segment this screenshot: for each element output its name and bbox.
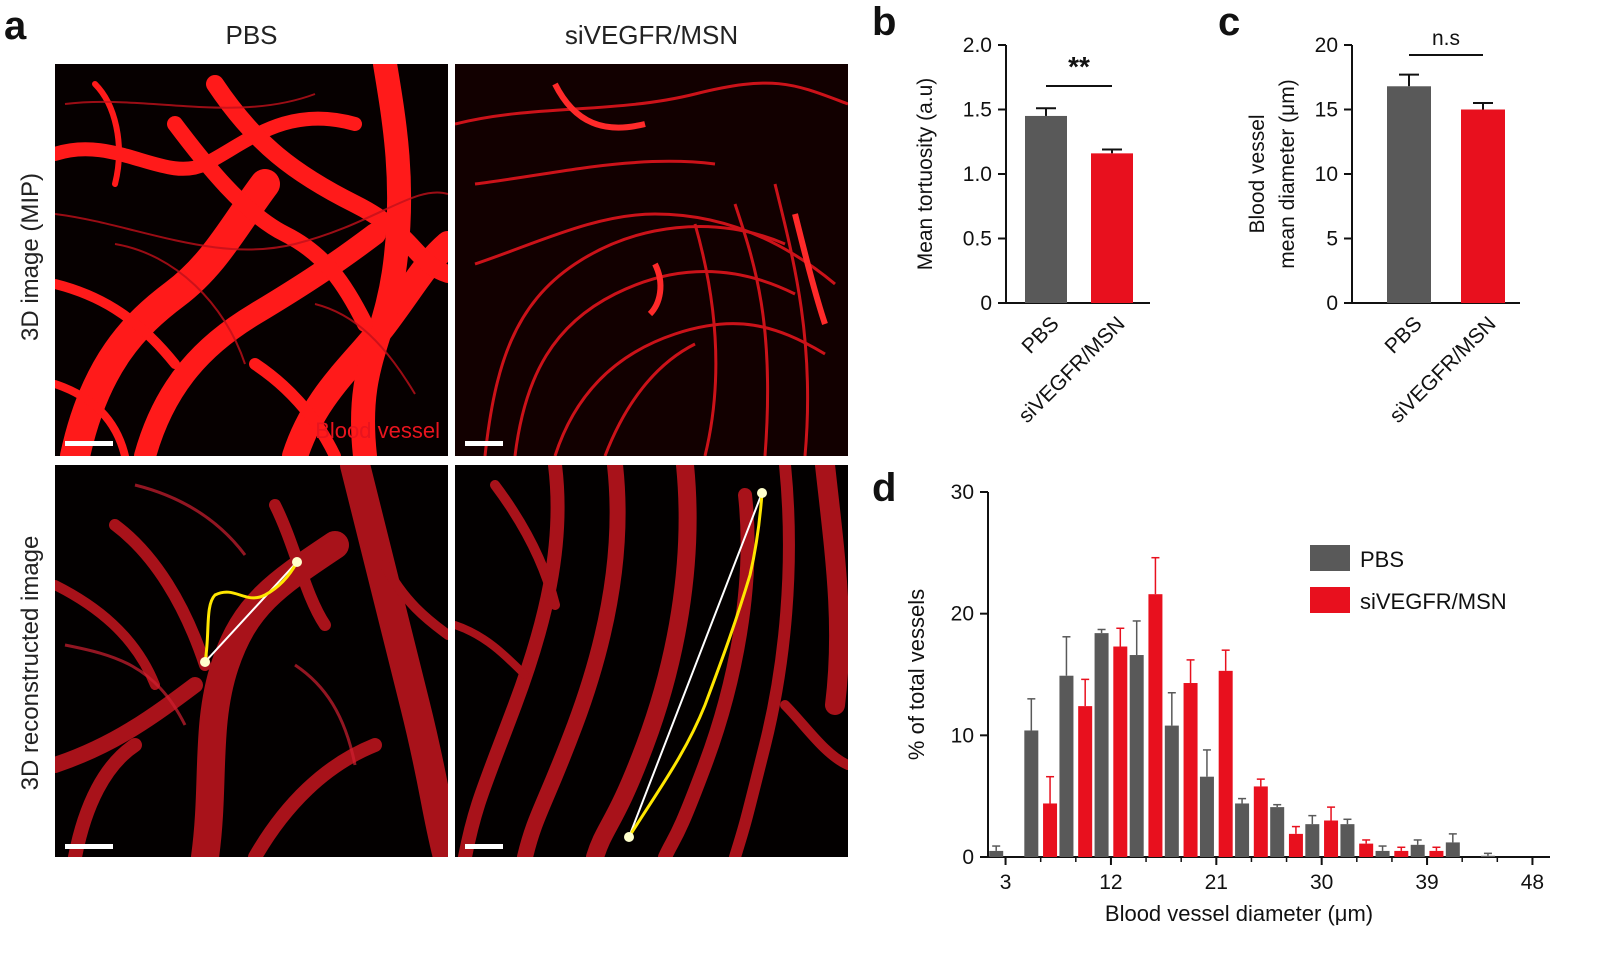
column-title-pbs: PBS <box>225 20 278 50</box>
x-axis-label: Blood vessel diameter (μm) <box>1105 901 1373 926</box>
bar-sivegfr <box>1461 109 1505 303</box>
y-tick-label: 1.0 <box>963 163 992 186</box>
x-tick-label: 3 <box>1000 871 1012 894</box>
reconstructed-image-sivegfr <box>455 465 848 857</box>
legend-swatch <box>1310 587 1350 613</box>
bar-pbs <box>1164 725 1179 857</box>
legend-label: PBS <box>1360 547 1404 572</box>
x-tick-label: 48 <box>1521 871 1544 894</box>
scale-bar <box>65 844 113 849</box>
legend-label: siVEGFR/MSN <box>1360 589 1507 614</box>
bar-sivegfr <box>1288 833 1303 857</box>
bar-pbs <box>1480 855 1495 857</box>
bar-sivegfr <box>1078 706 1093 857</box>
y-tick-label: 0 <box>962 846 974 869</box>
y-tick-label: 15 <box>1315 99 1338 122</box>
y-tick-label: 30 <box>951 481 974 504</box>
reconstructed-image-pbs <box>55 465 448 857</box>
bar-sivegfr <box>1091 153 1133 303</box>
x-tick-label: PBS <box>1018 312 1064 358</box>
panel-letter-d: d <box>872 466 897 510</box>
significance-label: ** <box>1068 51 1090 82</box>
x-tick-label: 21 <box>1205 871 1228 894</box>
blood-vessel-caption: Blood vessel <box>315 418 440 443</box>
panel-letter-c: c <box>1218 0 1241 44</box>
bar-sivegfr <box>1113 646 1128 857</box>
row-title-mip: 3D image (MIP) <box>17 172 44 342</box>
legend-swatch <box>1310 545 1350 571</box>
bar-pbs <box>1375 850 1390 857</box>
y-axis-label: Blood vessel <box>1246 114 1269 233</box>
bar-sivegfr <box>1043 803 1058 857</box>
y-tick-label: 5 <box>1326 228 1338 251</box>
bar-sivegfr <box>1324 820 1339 857</box>
y-axis-label: % of total vessels <box>904 589 929 760</box>
x-tick-label: 30 <box>1310 871 1333 894</box>
scale-bar <box>465 844 503 849</box>
chart-d: 0 10 20 30 3 12 21 30 39 48 % of total vessels Bloo… <box>904 481 1550 926</box>
bar-pbs <box>1305 824 1320 857</box>
chart-c: 0 5 10 15 20 Blood vessel mean diameter (μm) PB… <box>1246 27 1520 428</box>
bar-pbs <box>1387 86 1431 303</box>
y-tick-label: 10 <box>1315 163 1338 186</box>
scale-bar <box>465 441 503 446</box>
bar-pbs <box>1025 115 1067 303</box>
bar-pbs <box>1340 824 1355 857</box>
x-tick-label: PBS <box>1381 312 1427 358</box>
y-axis-label: Mean tortuosity (a.u) <box>914 78 937 271</box>
column-title-sivegfr: siVEGFR/MSN <box>564 20 739 50</box>
bar-sivegfr <box>1148 594 1163 857</box>
y-tick-label: 0.5 <box>963 228 992 251</box>
y-tick-label: 20 <box>1315 34 1338 57</box>
bar-sivegfr <box>1253 786 1268 857</box>
bar-sivegfr <box>1183 683 1198 857</box>
x-tick-label: 12 <box>1099 871 1122 894</box>
bar-sivegfr <box>1359 843 1374 857</box>
bar-pbs <box>1094 633 1109 857</box>
bar-pbs <box>1410 844 1425 857</box>
scale-bar <box>65 441 113 446</box>
y-tick-label: 2.0 <box>963 34 992 57</box>
bar-sivegfr <box>1218 670 1233 857</box>
panel-letter-b: b <box>872 0 897 44</box>
y-axis-label: mean diameter (μm) <box>1276 79 1299 268</box>
bar-pbs <box>1270 807 1285 857</box>
panel-letter-a: a <box>4 4 27 48</box>
y-tick-label: 20 <box>951 603 974 626</box>
x-tick-label: 39 <box>1415 871 1438 894</box>
y-tick-label: 0 <box>1326 292 1338 315</box>
mip-image-pbs: Blood vessel <box>55 64 448 456</box>
bar-pbs <box>1129 655 1144 857</box>
bar-pbs <box>1235 803 1250 857</box>
bar-sivegfr <box>1394 850 1409 857</box>
bar-sivegfr <box>1429 850 1444 857</box>
y-tick-label: 10 <box>951 724 974 747</box>
bar-pbs <box>1199 776 1214 857</box>
bar-pbs <box>1445 842 1460 857</box>
significance-label: n.s <box>1432 27 1460 50</box>
row-title-reconstructed: 3D reconstructed image <box>17 535 44 791</box>
bar-pbs <box>1024 730 1039 857</box>
mip-image-sivegfr <box>455 64 848 456</box>
bar-pbs <box>1059 675 1074 857</box>
y-tick-label: 0 <box>980 292 992 315</box>
y-tick-label: 1.5 <box>963 99 992 122</box>
bar-pbs <box>989 850 1004 857</box>
